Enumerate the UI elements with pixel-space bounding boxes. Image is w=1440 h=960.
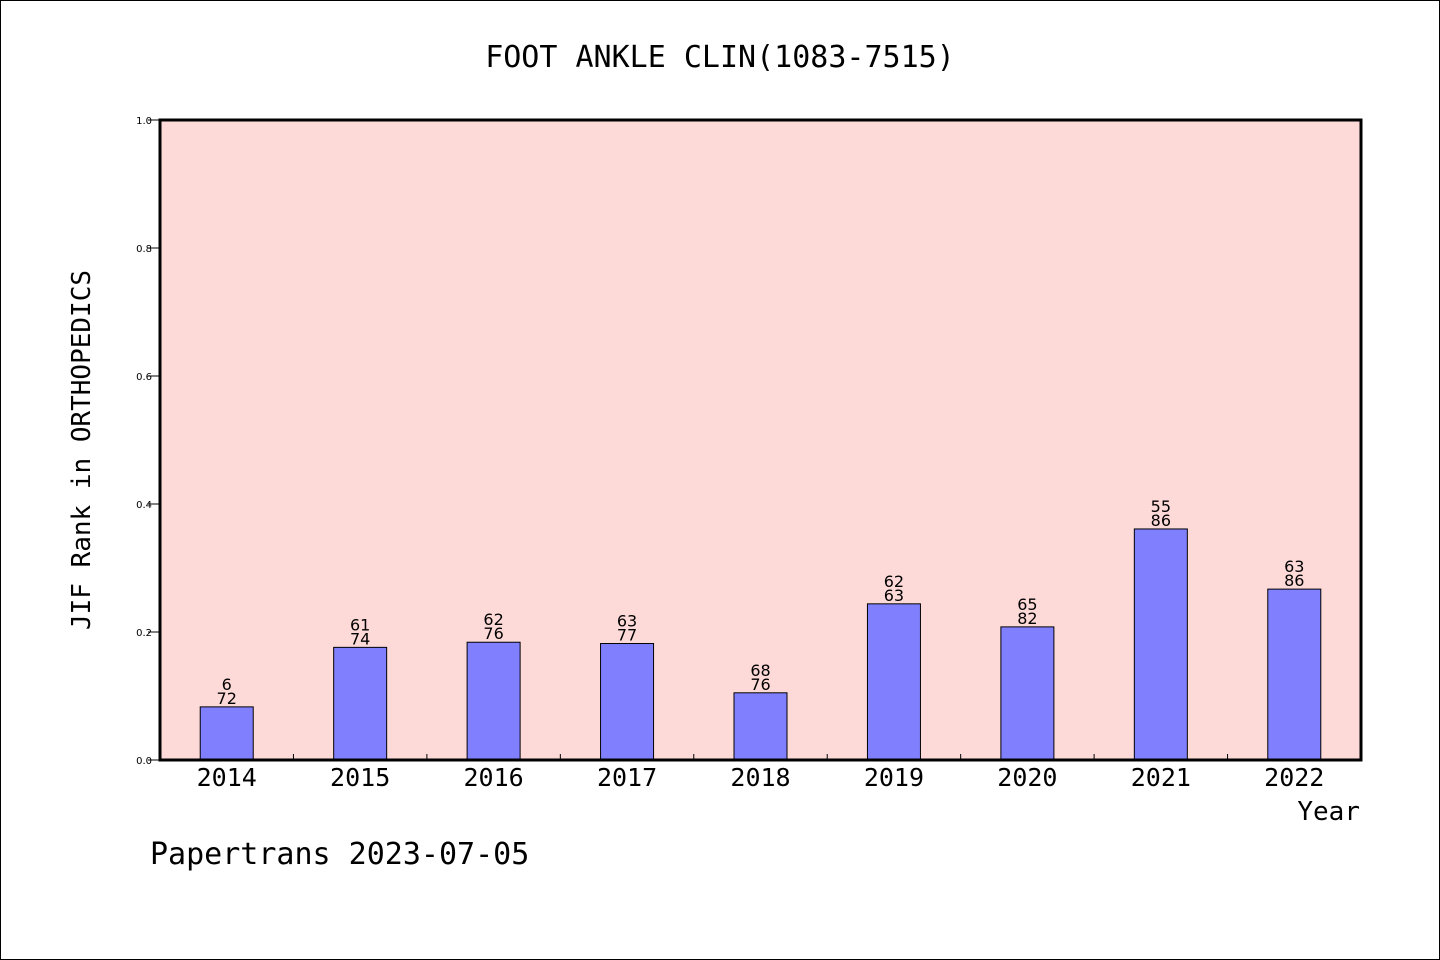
x-tick-label-2021: 2021 bbox=[1131, 763, 1191, 792]
bar-total-label-2018: 76 bbox=[750, 675, 770, 694]
y-tick-label-0.2: 0.2 bbox=[136, 628, 152, 639]
y-tick-label-0.8: 0.8 bbox=[136, 244, 152, 255]
bar-rank-label-2020: 65 bbox=[1017, 595, 1037, 614]
bar-2022 bbox=[1267, 588, 1322, 761]
bar-rank-label-2014: 6 bbox=[222, 675, 232, 694]
bar-total-label-2016: 76 bbox=[483, 624, 503, 643]
bar-rank-label-2022: 63 bbox=[1284, 557, 1304, 576]
chart-title: FOOT ANKLE CLIN(1083-7515) bbox=[485, 40, 955, 75]
y-axis-label: JIF Rank in ORTHOPEDICS bbox=[67, 270, 97, 630]
y-tick-label-0.6: 0.6 bbox=[136, 372, 152, 383]
bar-total-label-2017: 77 bbox=[617, 626, 637, 645]
x-tick-label-2020: 2020 bbox=[997, 763, 1057, 792]
y-tick-label-0.0: 0.0 bbox=[136, 756, 152, 767]
bar-2020 bbox=[1000, 626, 1055, 761]
x-tick-label-2017: 2017 bbox=[597, 763, 657, 792]
bar-rank-label-2017: 63 bbox=[617, 612, 637, 631]
bar-total-label-2021: 86 bbox=[1151, 511, 1171, 530]
bar-2016 bbox=[466, 641, 521, 761]
bar-total-label-2014: 72 bbox=[217, 689, 237, 708]
y-tick-label-0.4: 0.4 bbox=[136, 500, 152, 511]
bar-rank-label-2021: 55 bbox=[1151, 497, 1171, 516]
bar-2021 bbox=[1133, 528, 1188, 761]
bar-2017 bbox=[600, 643, 655, 761]
bar-2018 bbox=[733, 692, 788, 761]
bar-total-label-2022: 86 bbox=[1284, 571, 1304, 590]
x-tick-label-2018: 2018 bbox=[730, 763, 790, 792]
bar-total-label-2020: 82 bbox=[1017, 609, 1037, 628]
bar-2014 bbox=[199, 706, 254, 761]
bar-rank-label-2018: 68 bbox=[750, 661, 770, 680]
bar-rank-label-2016: 62 bbox=[483, 610, 503, 629]
bar-2019 bbox=[866, 603, 921, 761]
x-tick-label-2015: 2015 bbox=[330, 763, 390, 792]
y-tick-label-1.0: 1.0 bbox=[136, 116, 152, 127]
bar-2015 bbox=[333, 646, 388, 761]
plot-border bbox=[158, 118, 1363, 762]
bar-total-label-2019: 63 bbox=[884, 586, 904, 605]
footer-credit: Papertrans 2023-07-05 bbox=[150, 837, 529, 872]
bar-rank-label-2015: 61 bbox=[350, 615, 370, 634]
bar-rank-label-2019: 62 bbox=[884, 572, 904, 591]
x-tick-label-2014: 2014 bbox=[197, 763, 257, 792]
bar-total-label-2015: 74 bbox=[350, 629, 370, 648]
x-tick-label-2022: 2022 bbox=[1264, 763, 1324, 792]
x-axis-label: Year bbox=[1297, 797, 1360, 827]
x-tick-label-2016: 2016 bbox=[464, 763, 524, 792]
x-tick-label-2019: 2019 bbox=[864, 763, 924, 792]
